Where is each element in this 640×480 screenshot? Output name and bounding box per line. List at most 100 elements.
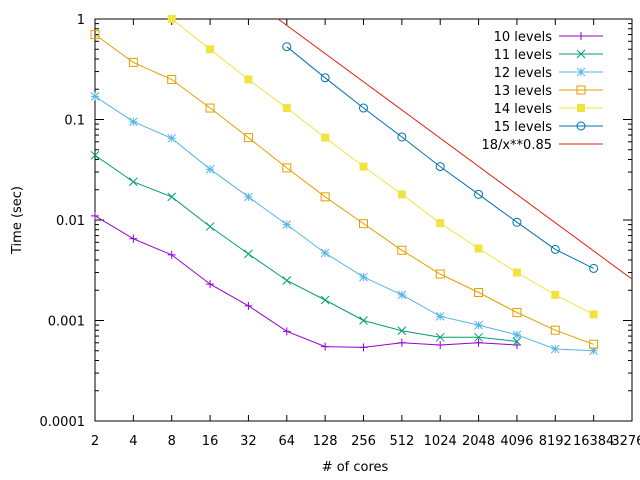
x-tick-label: 32 <box>240 434 257 449</box>
data-point <box>512 217 522 227</box>
legend-label: 15 levels <box>494 120 553 135</box>
x-tick-label: 4096 <box>500 434 533 449</box>
data-point <box>129 234 138 243</box>
series-1 <box>90 150 522 346</box>
x-axis-label: # of cores <box>322 460 389 475</box>
data-point <box>243 133 253 143</box>
data-point <box>244 75 253 84</box>
data-point <box>435 269 445 279</box>
data-point <box>474 332 483 342</box>
data-point <box>589 310 598 319</box>
data-point <box>397 290 407 300</box>
x-tick-labels: 2 4 8 16 32 64 128 256 512 1024 2048 4096 8192 163843… <box>91 434 640 449</box>
y-tick-label: 0.01 <box>56 214 85 229</box>
data-point <box>359 316 368 325</box>
data-point <box>321 133 330 142</box>
legend-marker-sample <box>577 32 585 40</box>
data-point <box>90 150 100 160</box>
x-tick-label: 32768 <box>611 434 640 449</box>
legend: 10 levels 11 levels 12 levels 13 levels 14 l… <box>481 30 603 153</box>
data-point <box>512 337 522 346</box>
data-point <box>551 290 560 299</box>
legend-marker-sample <box>576 67 586 77</box>
y-tick-label: 0.001 <box>48 315 85 330</box>
series-4 <box>167 15 598 319</box>
data-point <box>244 249 253 259</box>
y-axis-label: Time (sec) <box>10 186 25 255</box>
data-point <box>397 326 407 336</box>
legend-item: 11 levels <box>494 48 603 63</box>
y-tick-label: 1 <box>77 13 85 28</box>
legend-item: 10 levels <box>494 30 603 45</box>
y-tick-labels: 0.0001 0.001 0.01 0.1 1 <box>40 13 86 430</box>
series-3 <box>90 30 599 349</box>
data-point <box>244 192 253 202</box>
data-point <box>205 164 215 174</box>
legend-marker-sample <box>577 104 585 112</box>
data-point <box>512 268 521 277</box>
x-tick-label: 2 <box>91 434 99 449</box>
legend-label: 18/x**0.85 <box>481 138 552 153</box>
legend-marker-sample <box>576 85 586 95</box>
data-point <box>282 220 292 229</box>
data-point <box>167 133 177 143</box>
data-point <box>474 338 483 347</box>
x-tick-label: 1024 <box>424 434 457 449</box>
data-point <box>512 330 522 340</box>
data-point <box>167 15 176 23</box>
data-point <box>474 320 483 330</box>
data-point <box>550 325 560 335</box>
data-point <box>321 342 330 351</box>
x-tick-label: 16 <box>202 434 219 449</box>
data-point <box>205 103 215 113</box>
legend-label: 11 levels <box>494 48 553 63</box>
y-tick-label: 0.1 <box>64 114 85 129</box>
data-point <box>128 57 138 67</box>
data-point <box>397 190 406 199</box>
data-point <box>474 244 483 253</box>
data-point <box>435 332 445 342</box>
data-point <box>397 245 407 255</box>
data-point <box>90 91 100 101</box>
data-point <box>436 341 445 350</box>
data-point <box>550 244 560 254</box>
data-point <box>205 222 215 231</box>
legend-label: 10 levels <box>494 30 553 45</box>
data-point <box>589 339 599 349</box>
data-point <box>397 132 407 142</box>
data-point <box>512 308 522 318</box>
legend-marker-sample <box>576 49 586 59</box>
data-point <box>435 311 445 321</box>
data-point <box>167 192 177 202</box>
data-point <box>90 30 100 40</box>
data-point <box>474 189 484 199</box>
legend-item: 18/x**0.85 <box>481 138 603 153</box>
data-point <box>282 104 291 113</box>
data-point <box>320 295 330 305</box>
data-point <box>206 45 215 54</box>
data-point <box>550 344 560 354</box>
axis-ticks <box>94 18 633 422</box>
x-tick-label: 512 <box>389 434 414 449</box>
data-point <box>436 219 445 228</box>
data-point <box>91 211 99 220</box>
data-point <box>512 341 521 350</box>
data-point <box>167 250 176 259</box>
data-point <box>359 343 368 352</box>
data-point <box>282 42 292 52</box>
x-tick-label: 128 <box>313 434 338 449</box>
series-group <box>90 15 633 356</box>
data-point <box>167 75 177 85</box>
data-point <box>359 162 368 171</box>
data-point <box>474 287 484 297</box>
data-point <box>282 276 292 285</box>
series-0 <box>91 211 521 352</box>
data-point <box>282 327 291 336</box>
data-point <box>589 346 598 356</box>
y-tick-label: 0.0001 <box>40 415 86 430</box>
data-point <box>320 192 330 202</box>
x-tick-label: 256 <box>351 434 376 449</box>
legend-item: 15 levels <box>494 120 603 135</box>
series-line <box>94 95 594 352</box>
